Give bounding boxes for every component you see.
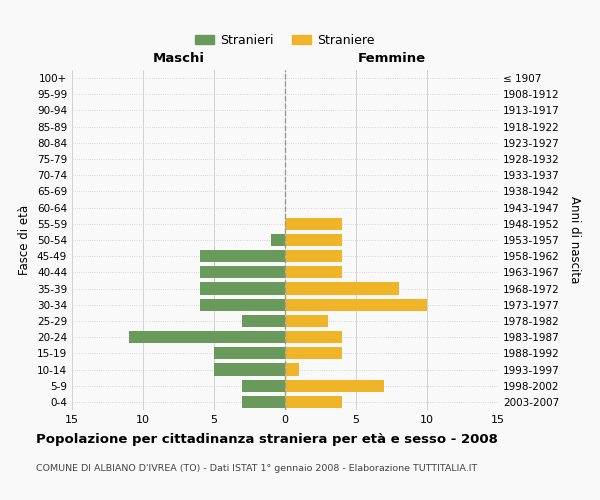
Bar [271, 234, 285, 246]
Bar [214, 348, 285, 360]
Bar [285, 315, 328, 327]
Bar [129, 331, 285, 343]
Bar [200, 266, 285, 278]
Bar [285, 234, 342, 246]
Text: Femmine: Femmine [358, 52, 425, 65]
Bar [285, 218, 342, 230]
Bar [200, 282, 285, 294]
Bar [242, 396, 285, 408]
Bar [200, 250, 285, 262]
Bar [285, 266, 342, 278]
Bar [242, 315, 285, 327]
Bar [285, 380, 385, 392]
Bar [214, 364, 285, 376]
Bar [285, 250, 342, 262]
Y-axis label: Anni di nascita: Anni di nascita [568, 196, 581, 284]
Text: Maschi: Maschi [152, 52, 205, 65]
Bar [242, 380, 285, 392]
Y-axis label: Fasce di età: Fasce di età [19, 205, 31, 275]
Bar [285, 348, 342, 360]
Bar [200, 298, 285, 311]
Text: COMUNE DI ALBIANO D'IVREA (TO) - Dati ISTAT 1° gennaio 2008 - Elaborazione TUTTI: COMUNE DI ALBIANO D'IVREA (TO) - Dati IS… [36, 464, 477, 473]
Bar [285, 396, 342, 408]
Bar [285, 282, 398, 294]
Legend: Stranieri, Straniere: Stranieri, Straniere [190, 28, 380, 52]
Text: Popolazione per cittadinanza straniera per età e sesso - 2008: Popolazione per cittadinanza straniera p… [36, 432, 498, 446]
Bar [285, 298, 427, 311]
Bar [285, 364, 299, 376]
Bar [285, 331, 342, 343]
